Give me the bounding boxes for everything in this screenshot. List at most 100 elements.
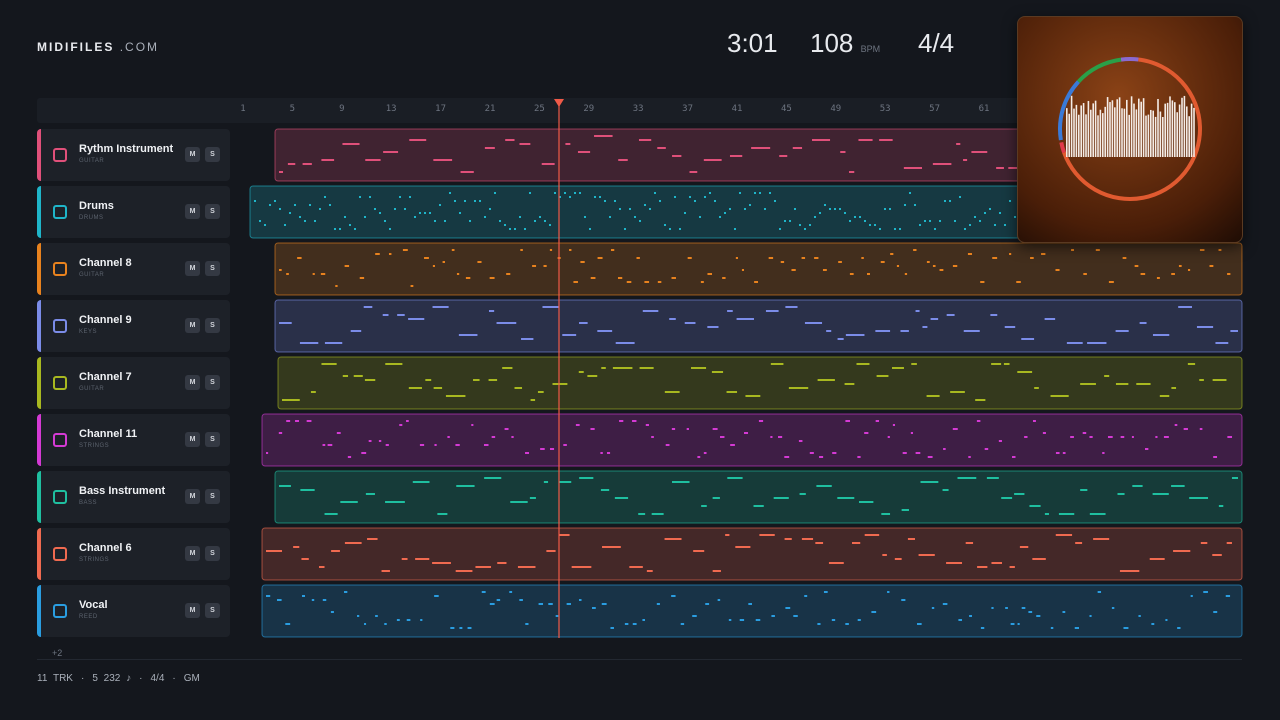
note (991, 607, 994, 609)
note (1032, 558, 1046, 560)
track-header[interactable]: Channel 11 STRINGS M S (37, 414, 230, 466)
ruler-label: 57 (929, 104, 941, 114)
note (334, 228, 336, 230)
note (1082, 432, 1087, 434)
mute-button[interactable]: M (185, 489, 200, 504)
note (759, 534, 775, 536)
note (289, 212, 291, 214)
solo-button[interactable]: S (205, 147, 220, 162)
note (654, 192, 656, 194)
track-name: Channel 9 (79, 314, 132, 326)
track-header[interactable]: Vocal REED M S (37, 585, 230, 637)
track-header[interactable]: Bass Instrument BASS M S (37, 471, 230, 523)
note (904, 204, 906, 206)
track-header[interactable]: Channel 7 GUITAR M S (37, 357, 230, 409)
mute-button[interactable]: M (185, 261, 200, 276)
mute-button[interactable]: M (185, 546, 200, 561)
note (419, 212, 421, 214)
note (1231, 477, 1238, 479)
note (859, 216, 861, 218)
solo-button[interactable]: S (205, 318, 220, 333)
note (957, 477, 977, 479)
note (558, 534, 570, 536)
note (294, 204, 296, 206)
note (714, 200, 716, 202)
mute-button[interactable]: M (185, 375, 200, 390)
visualizer-bar (1145, 115, 1147, 157)
track-header[interactable]: Channel 9 KEYS M S (37, 300, 230, 352)
note (484, 147, 495, 149)
note (614, 200, 616, 202)
mute-button[interactable]: M (185, 318, 200, 333)
ruler-label: 45 (780, 104, 792, 114)
mute-button[interactable]: M (185, 603, 200, 618)
solo-button[interactable]: S (205, 489, 220, 504)
note (434, 595, 439, 597)
note (266, 550, 283, 552)
visualizer-bar (1193, 107, 1195, 157)
note (892, 367, 904, 369)
solo-button[interactable]: S (205, 432, 220, 447)
note (454, 200, 456, 202)
note (1230, 330, 1238, 332)
track-header[interactable]: Channel 8 GUITAR M S (37, 243, 230, 295)
note (712, 497, 720, 499)
track-header[interactable]: Drums DRUMS M S (37, 186, 230, 238)
solo-button[interactable]: S (205, 204, 220, 219)
track-header[interactable]: Channel 6 STRINGS M S (37, 528, 230, 580)
solo-button[interactable]: S (205, 603, 220, 618)
track-header[interactable]: Rythm Instrument GUITAR M S (37, 129, 230, 181)
more-tracks[interactable]: +2 (52, 648, 63, 658)
ruler-label: 41 (731, 104, 743, 114)
note (946, 314, 955, 316)
note (837, 338, 844, 340)
note (890, 253, 894, 255)
note (293, 546, 300, 548)
note (679, 228, 681, 230)
note (449, 192, 451, 194)
note (354, 228, 356, 230)
mute-button[interactable]: M (185, 432, 200, 447)
note (703, 159, 722, 161)
time: 3:01 (727, 28, 778, 58)
visualizer-bar (1138, 98, 1140, 157)
note (896, 265, 900, 267)
mute-button[interactable]: M (185, 204, 200, 219)
note (342, 375, 349, 377)
notes (279, 477, 1238, 515)
note (375, 253, 380, 255)
note (471, 424, 474, 426)
visualizer-bar (1150, 109, 1152, 157)
note (357, 615, 360, 617)
note (519, 599, 523, 601)
note (569, 249, 572, 251)
note (580, 261, 585, 263)
solo-button[interactable]: S (205, 375, 220, 390)
note (861, 257, 864, 259)
note (778, 436, 783, 438)
note (1212, 379, 1227, 381)
note (754, 192, 756, 194)
note (321, 159, 335, 161)
note (469, 220, 471, 222)
note (511, 436, 514, 438)
ruler-label: 53 (879, 104, 891, 114)
note (943, 448, 946, 450)
visualizer-bar (1075, 104, 1078, 157)
note (858, 139, 873, 141)
note (509, 228, 511, 230)
note (950, 391, 965, 393)
solo-button[interactable]: S (205, 261, 220, 276)
note (609, 216, 611, 218)
mute-button[interactable]: M (185, 147, 200, 162)
note (406, 420, 409, 422)
note (565, 143, 571, 145)
note (864, 432, 869, 434)
visualizer-bar (1121, 108, 1123, 157)
solo-button[interactable]: S (205, 546, 220, 561)
note (573, 281, 578, 283)
note (279, 322, 292, 324)
visualizer-bar (1094, 100, 1097, 157)
note (739, 192, 741, 194)
note (344, 542, 362, 544)
